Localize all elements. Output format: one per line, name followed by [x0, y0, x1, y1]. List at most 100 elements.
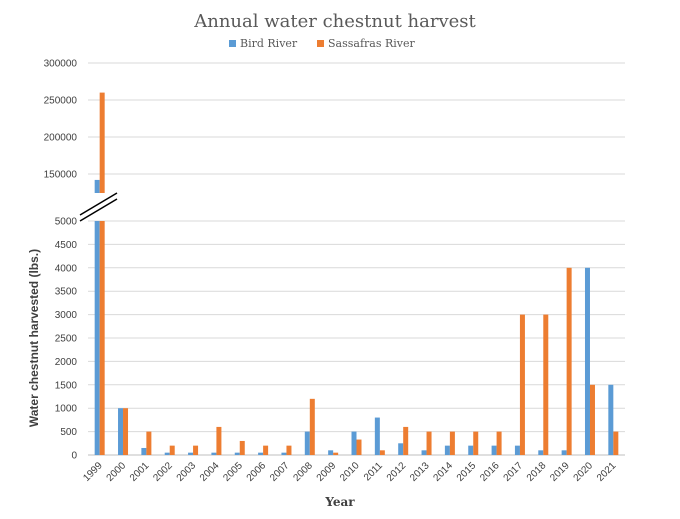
x-tick-label: 2001 [128, 460, 152, 484]
y-axis-label: Water chestnut harvested (lbs.) [27, 249, 41, 427]
y-tick-label: 1000 [55, 404, 78, 415]
bar-bird-river-2001 [141, 447, 147, 455]
bar-bird-river-2004 [211, 452, 217, 455]
x-tick-label: 2015 [455, 460, 479, 484]
bar-sassafras-river-2000 [123, 408, 129, 455]
gridlines-lower [88, 220, 625, 456]
y-tick-label: 300000 [44, 59, 78, 70]
x-tick-label: 2019 [548, 460, 572, 484]
bar-sassafras-river-2002 [169, 445, 175, 455]
x-tick-label: 2016 [478, 460, 502, 484]
x-tick-label: 2017 [502, 460, 526, 484]
y-tick-label: 4500 [55, 240, 78, 251]
bar-bird-river-2014 [444, 445, 450, 455]
x-tick-label: 2006 [245, 460, 269, 484]
x-tick-label: 2010 [338, 460, 362, 484]
bar-bird-river-2015 [468, 445, 474, 455]
bar-sassafras-river-2015 [473, 431, 479, 455]
legend-swatch-bird-river [229, 40, 236, 47]
y-tick-label: 3500 [55, 287, 78, 298]
bar-sassafras-river-1999 [99, 221, 105, 455]
bar-bird-river-2019 [561, 450, 567, 455]
bar-bird-river-2013 [421, 450, 427, 455]
x-tick-label: 2021 [595, 460, 619, 484]
x-tick-label: 2011 [362, 460, 385, 483]
y-tick-label: 1500 [55, 380, 78, 391]
x-tick-label: 2002 [151, 460, 175, 484]
y-tick-label: 150000 [44, 170, 78, 181]
bar-sassafras-river-2006 [263, 445, 269, 455]
x-tick-label: 2007 [268, 460, 292, 484]
bar-bird-river-2005 [234, 452, 240, 455]
axis-break-marker [79, 192, 118, 222]
bar-bird-river-2012 [398, 443, 404, 455]
bars [94, 92, 619, 455]
y-tick-label: 2000 [55, 357, 78, 368]
x-tick-label: 2020 [572, 460, 596, 484]
bar-bird-river-2000 [118, 408, 124, 455]
bar-sassafras-river-2019 [566, 267, 572, 455]
x-tick-label: 2003 [175, 460, 199, 484]
bar-sassafras-river-2014 [449, 431, 455, 455]
x-tick-label: 1999 [81, 460, 105, 484]
y-tick-label: 250000 [44, 96, 78, 107]
y-tick-label: 200000 [44, 133, 78, 144]
bar-bird-river-2017 [514, 445, 520, 455]
bar-bird-river-2021 [608, 384, 614, 455]
bar-sassafras-river-2012 [403, 426, 409, 455]
x-tick-label: 2014 [432, 460, 456, 484]
y-tick-label: 0 [71, 451, 77, 462]
bar-sassafras-river-2008 [309, 398, 315, 455]
bar-sassafras-river-2020 [589, 384, 595, 455]
bar-sassafras-river-2021 [613, 431, 619, 455]
y-tick-label: 3000 [55, 310, 78, 321]
bar-sassafras-river-2016 [496, 431, 502, 455]
bar-sassafras-river-2009 [333, 452, 339, 455]
bar-sassafras-river-2018 [543, 314, 549, 455]
x-tick-label: 2004 [198, 460, 222, 484]
bar-bird-river-2009 [328, 450, 334, 455]
x-tick-labels: 1999 2000 2001 2002 2003 2004 2005 2006 2007 2008… [81, 460, 618, 484]
y-tick-labels: 0 500 1000 1500 2000 2500 3000 3500 4000 4500 5000… [44, 59, 78, 462]
bar-sassafras-river-1999-upper [99, 92, 105, 193]
legend: Bird River Sassafras River [229, 37, 415, 50]
bar-sassafras-river-2005 [239, 440, 245, 455]
legend-label-bird-river: Bird River [240, 37, 298, 50]
x-tick-label: 2005 [221, 460, 245, 484]
bar-sassafras-river-2017 [519, 314, 525, 455]
bar-sassafras-river-2004 [216, 426, 222, 455]
bar-bird-river-1999 [94, 221, 100, 455]
bar-bird-river-2002 [164, 452, 170, 455]
bar-bird-river-2011 [374, 417, 380, 455]
chart-title: Annual water chestnut harvest [193, 11, 476, 32]
x-tick-label: 2012 [385, 460, 409, 484]
y-tick-label: 5000 [55, 217, 78, 228]
bar-bird-river-2016 [491, 445, 497, 455]
bar-bird-river-2006 [258, 452, 264, 455]
bar-sassafras-river-2013 [426, 431, 432, 455]
legend-swatch-sassafras-river [317, 40, 324, 47]
bar-sassafras-river-2011 [379, 450, 385, 455]
bar-sassafras-river-2010 [356, 439, 362, 455]
bar-bird-river-2010 [351, 431, 357, 455]
bar-sassafras-river-2003 [193, 445, 199, 455]
legend-label-sassafras-river: Sassafras River [328, 37, 415, 50]
y-tick-label: 4000 [55, 263, 78, 274]
gridlines-upper [88, 62, 625, 175]
y-tick-label: 500 [60, 427, 77, 438]
x-tick-label: 2018 [525, 460, 549, 484]
bar-sassafras-river-2001 [146, 431, 152, 455]
bar-bird-river-2018 [538, 450, 544, 455]
x-tick-label: 2013 [408, 460, 432, 484]
bar-bird-river-2003 [188, 452, 194, 455]
bar-bird-river-2020 [584, 267, 590, 455]
x-tick-label: 2009 [315, 460, 339, 484]
x-axis-label: Year [324, 495, 355, 509]
bar-bird-river-1999-upper [94, 179, 100, 193]
bar-bird-river-2008 [304, 431, 310, 455]
bar-sassafras-river-2007 [286, 445, 292, 455]
bar-bird-river-2007 [281, 452, 287, 455]
x-tick-label: 2008 [291, 460, 315, 484]
y-tick-label: 2500 [55, 334, 78, 345]
